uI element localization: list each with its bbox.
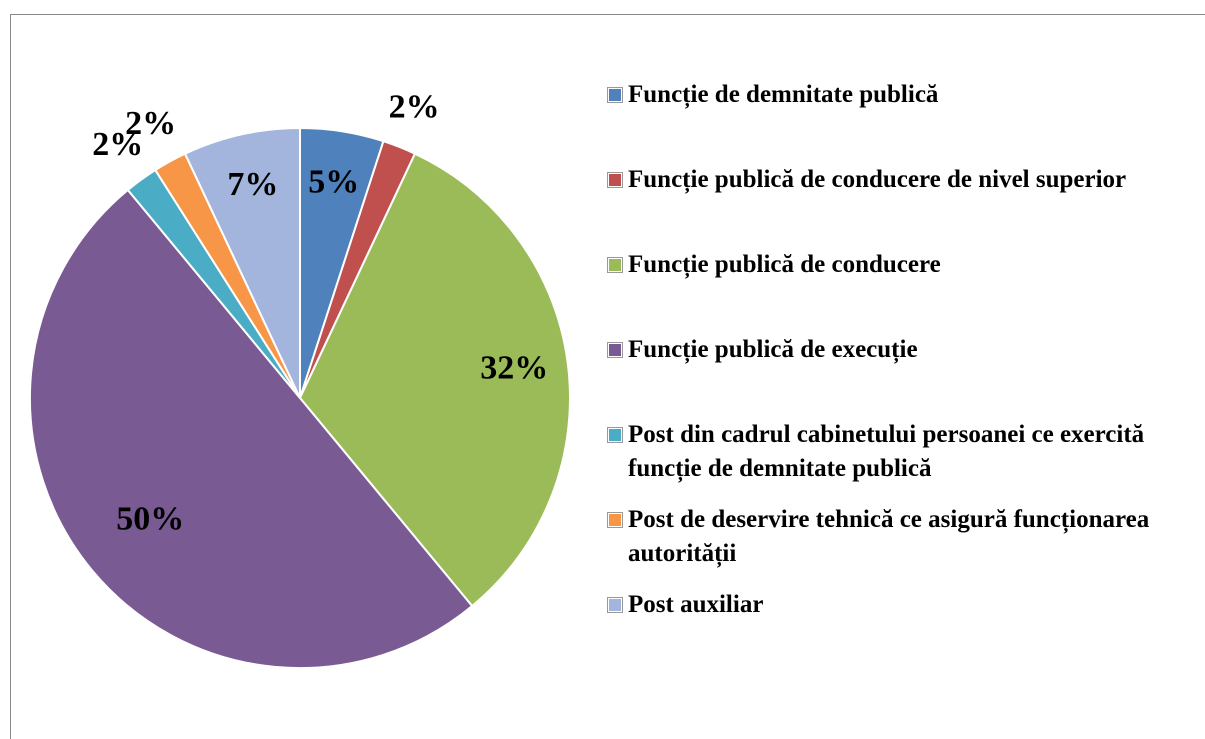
pie-slice	[183, 126, 301, 399]
legend-swatch	[607, 512, 623, 528]
legend-item: Funcție publică de execuție	[606, 333, 1188, 367]
legend-item: Post din cadrul cabinetului persoanei ce…	[606, 418, 1188, 486]
legend-item: Post auxiliar	[606, 588, 1188, 622]
legend-item: Funcție publică de conducere	[606, 248, 1188, 282]
legend-swatch	[607, 427, 623, 443]
legend-swatch	[607, 597, 623, 613]
data-label: 50%	[116, 501, 184, 538]
legend-label: Post de deservire tehnică ce asigură fun…	[628, 506, 1150, 567]
frame	[10, 14, 1205, 739]
legend-label: Funcție de demnitate publică	[628, 81, 939, 108]
legend-swatch	[607, 87, 623, 103]
legend-label: Funcție publică de conducere de nivel su…	[628, 166, 1127, 193]
legend-label: Funcție publică de conducere	[628, 251, 941, 278]
data-label: 7%	[227, 166, 278, 203]
legend-swatch	[607, 172, 623, 188]
legend-label: Post din cadrul cabinetului persoanei ce…	[628, 421, 1145, 482]
legend-item: Funcție de demnitate publică	[606, 78, 1188, 112]
legend-swatch	[607, 342, 623, 358]
legend-label: Post auxiliar	[628, 591, 764, 618]
legend-label: Funcție publică de execuție	[628, 336, 918, 363]
pie-slice	[298, 152, 571, 608]
data-label: 2%	[92, 126, 143, 163]
legend-item: Funcție publică de conducere de nivel su…	[606, 163, 1126, 197]
data-label: 2%	[389, 89, 440, 126]
legend-swatch	[607, 257, 623, 273]
legend-item: Post de deservire tehnică ce asigură fun…	[606, 503, 1188, 571]
pie-slice	[29, 188, 474, 669]
data-label: 32%	[480, 350, 548, 387]
data-label: 2%	[125, 105, 176, 142]
data-label: 5%	[308, 163, 359, 200]
